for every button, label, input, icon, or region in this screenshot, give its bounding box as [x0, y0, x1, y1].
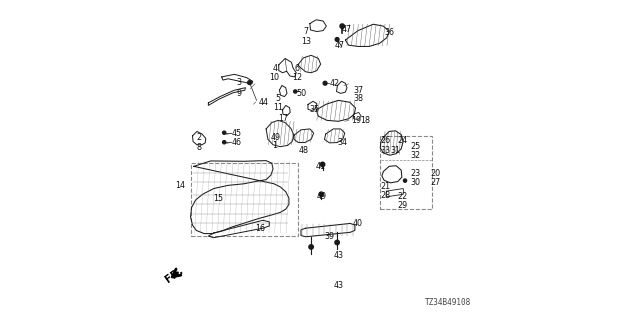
- Text: 28: 28: [380, 191, 390, 200]
- Circle shape: [248, 81, 252, 84]
- Text: 13: 13: [301, 36, 311, 45]
- Text: 9: 9: [237, 89, 242, 98]
- Text: 18: 18: [360, 116, 370, 125]
- Text: 1: 1: [273, 141, 278, 150]
- Text: 36: 36: [384, 28, 394, 37]
- Text: 14: 14: [175, 181, 186, 190]
- Circle shape: [340, 24, 344, 28]
- Text: 43: 43: [333, 281, 343, 290]
- Text: 5: 5: [276, 94, 281, 103]
- Text: 27: 27: [430, 178, 441, 187]
- Text: 41: 41: [316, 162, 326, 171]
- Text: 35: 35: [310, 105, 320, 114]
- Text: 46: 46: [232, 138, 242, 147]
- Text: 16: 16: [255, 224, 265, 233]
- Text: 44: 44: [259, 99, 269, 108]
- Text: 29: 29: [397, 202, 408, 211]
- Circle shape: [320, 162, 324, 167]
- Bar: [191, 163, 298, 236]
- Circle shape: [309, 245, 314, 249]
- Text: 20: 20: [430, 170, 440, 179]
- Text: 50: 50: [296, 89, 307, 98]
- Bar: [380, 136, 431, 209]
- Text: 45: 45: [232, 129, 242, 138]
- Text: 42: 42: [330, 79, 340, 88]
- Text: TZ34B49108: TZ34B49108: [424, 298, 470, 307]
- Text: 37: 37: [353, 86, 363, 95]
- Text: 31: 31: [390, 146, 401, 155]
- Text: 19: 19: [351, 116, 361, 125]
- Text: 3: 3: [237, 78, 242, 87]
- Text: 8: 8: [196, 143, 202, 152]
- Circle shape: [323, 81, 327, 85]
- Text: 15: 15: [212, 194, 223, 203]
- Circle shape: [223, 131, 226, 134]
- Circle shape: [403, 179, 406, 182]
- Text: 39: 39: [324, 232, 334, 241]
- Text: 48: 48: [298, 146, 308, 155]
- Text: 49: 49: [271, 133, 281, 142]
- Text: 30: 30: [411, 178, 420, 187]
- Text: 17: 17: [278, 114, 289, 123]
- Text: 12: 12: [292, 73, 302, 82]
- Text: 24: 24: [397, 136, 408, 146]
- Text: 47: 47: [335, 41, 345, 50]
- Circle shape: [319, 192, 323, 196]
- Text: FR.: FR.: [164, 266, 186, 285]
- Text: 26: 26: [380, 136, 390, 146]
- Text: 22: 22: [397, 192, 408, 201]
- Circle shape: [335, 37, 339, 41]
- Text: 32: 32: [411, 151, 421, 160]
- Text: 4: 4: [272, 63, 277, 73]
- Text: 43: 43: [333, 251, 343, 260]
- Text: 23: 23: [411, 170, 421, 179]
- Circle shape: [335, 240, 339, 245]
- Text: 40: 40: [353, 219, 362, 228]
- Text: 11: 11: [273, 103, 283, 112]
- Circle shape: [223, 141, 226, 144]
- Text: 7: 7: [304, 27, 309, 36]
- Text: 49: 49: [316, 192, 326, 201]
- Text: 38: 38: [353, 94, 363, 103]
- Text: 47: 47: [341, 25, 351, 35]
- Text: 10: 10: [269, 73, 280, 82]
- Text: 6: 6: [294, 63, 300, 73]
- Text: 25: 25: [411, 141, 421, 150]
- Circle shape: [294, 90, 297, 93]
- Text: 2: 2: [196, 133, 202, 142]
- Text: 34: 34: [337, 138, 347, 147]
- Text: 33: 33: [380, 146, 390, 155]
- Text: 21: 21: [380, 181, 390, 190]
